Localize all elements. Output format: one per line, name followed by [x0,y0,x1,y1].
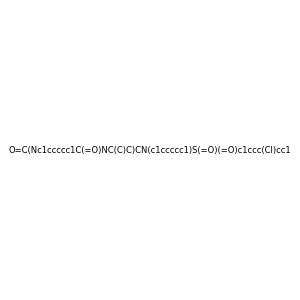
Text: O=C(Nc1ccccc1C(=O)NC(C)C)CN(c1ccccc1)S(=O)(=O)c1ccc(Cl)cc1: O=C(Nc1ccccc1C(=O)NC(C)C)CN(c1ccccc1)S(=… [9,146,291,154]
